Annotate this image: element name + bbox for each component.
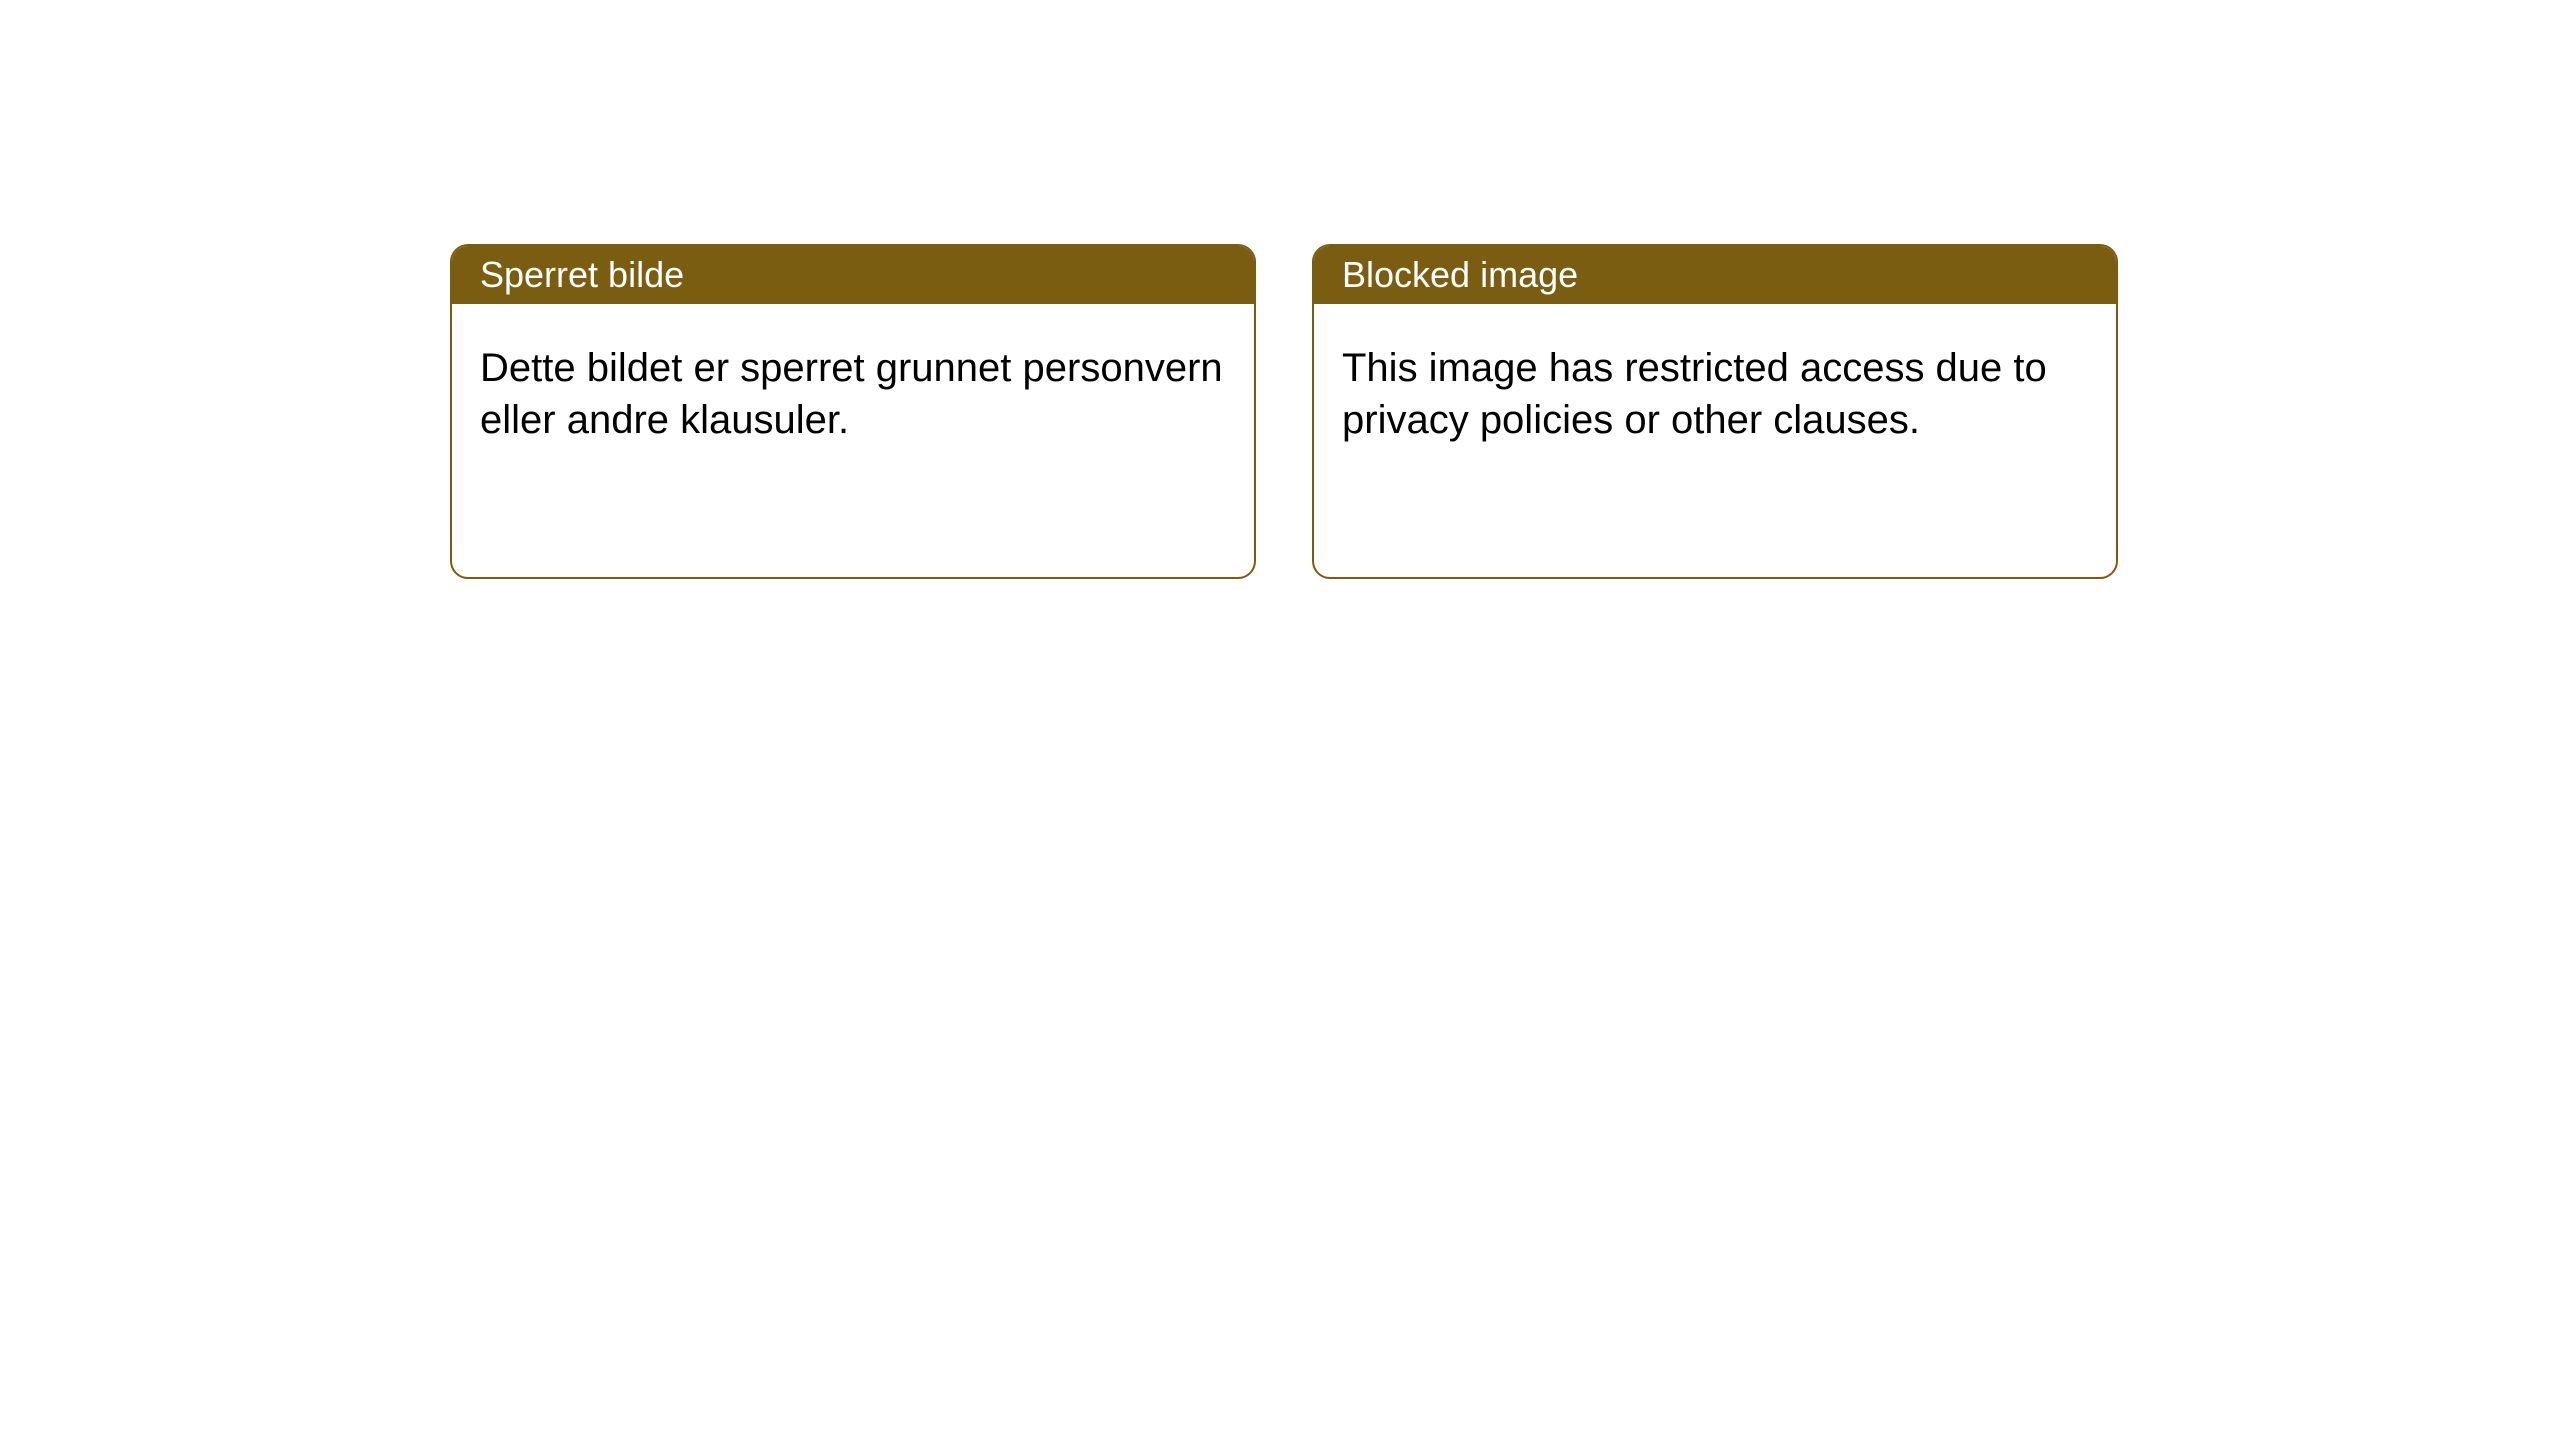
notice-body-text: Dette bildet er sperret grunnet personve… xyxy=(480,346,1223,442)
notice-body: Dette bildet er sperret grunnet personve… xyxy=(452,304,1254,484)
notice-header: Sperret bilde xyxy=(452,246,1254,304)
notice-header-text: Sperret bilde xyxy=(480,254,684,296)
notice-box-english: Blocked image This image has restricted … xyxy=(1312,244,2118,579)
notice-header: Blocked image xyxy=(1314,246,2116,304)
notice-box-norwegian: Sperret bilde Dette bildet er sperret gr… xyxy=(450,244,1256,579)
notice-body: This image has restricted access due to … xyxy=(1314,304,2116,484)
notice-header-text: Blocked image xyxy=(1342,254,1578,296)
notice-body-text: This image has restricted access due to … xyxy=(1342,346,2047,442)
notice-container: Sperret bilde Dette bildet er sperret gr… xyxy=(450,244,2118,579)
